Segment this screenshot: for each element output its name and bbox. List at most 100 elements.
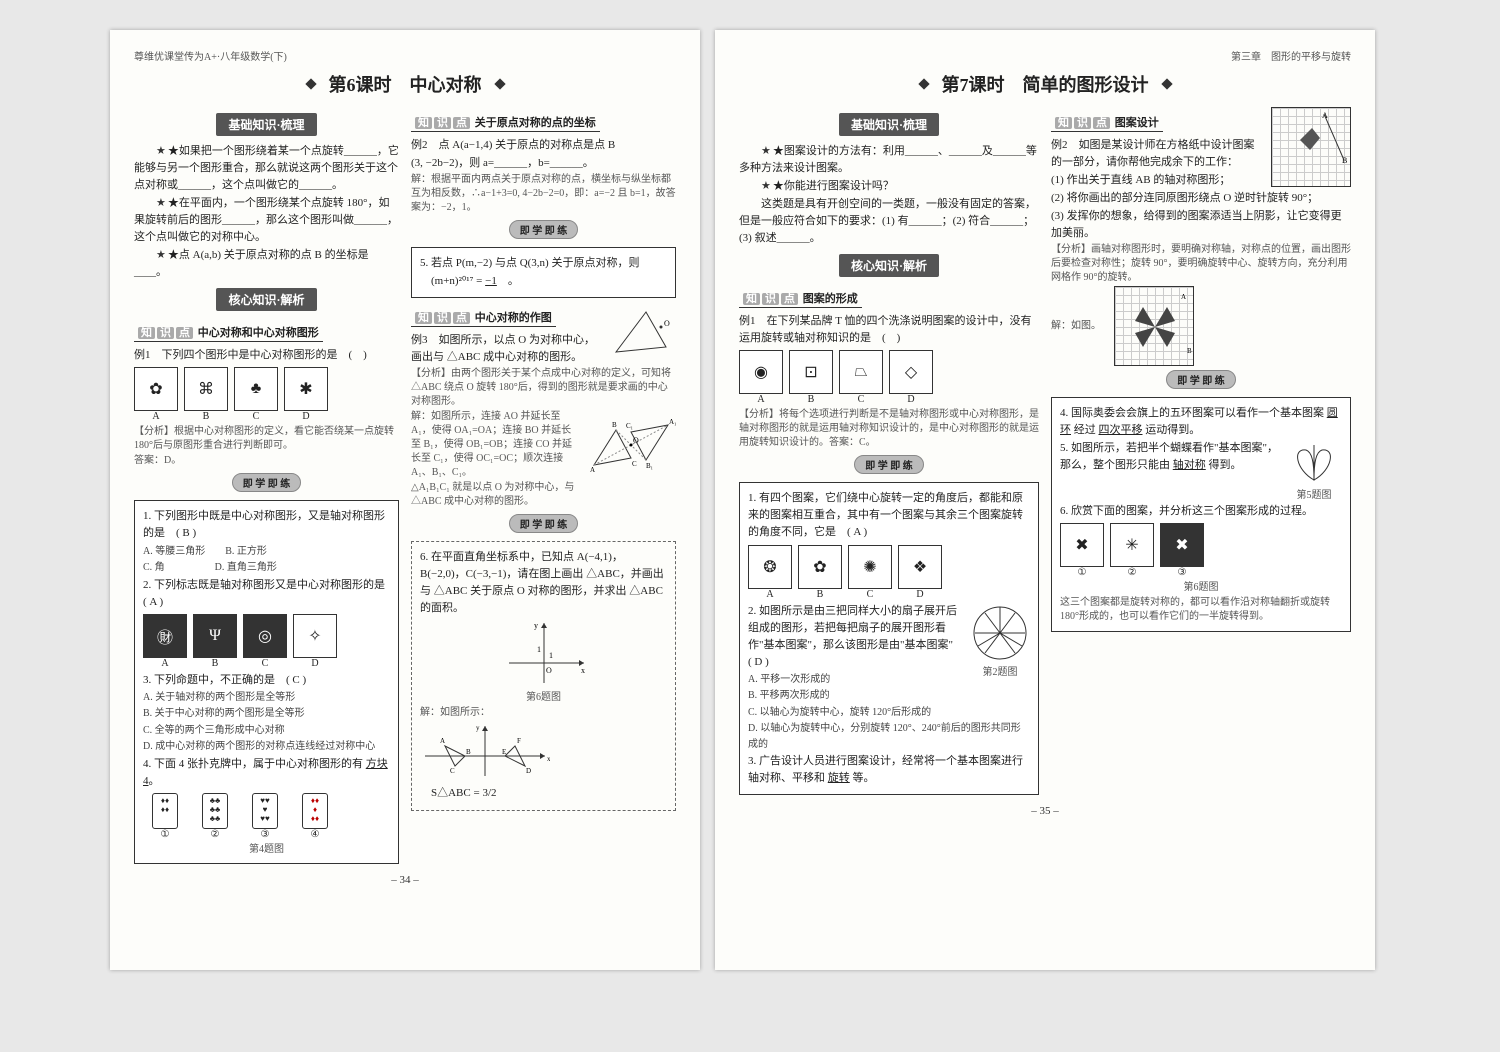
q4-caption: 第4题图 (143, 843, 390, 857)
running-head-right: 第三章 图形的平移与旋转 (739, 48, 1351, 63)
page-35: 第三章 图形的平移与旋转 第7课时 简单的图形设计 基础知识·梳理 ★图案设计的… (715, 30, 1375, 970)
svg-text:A₁: A₁ (669, 418, 676, 426)
q2-answer: ( A ) (143, 596, 163, 608)
practice-box-q5: 5. 若点 P(m,−2) 与点 Q(3,n) 关于原点对称，则 (m+n)²⁰… (411, 247, 676, 298)
practice-box-7a: 1. 有四个图案，它们绕中心旋转一定的角度后，都能和原来的图案相互重合，其中有一… (739, 482, 1039, 795)
ex1-7-figures: ◉A ⊡B ⏢C ◇D (739, 350, 1039, 405)
ex1-7-analysis: 【分析】将每个选项进行判断是不是轴对称图形或中心对称图形，是轴对称图形的就是运用… (739, 408, 1039, 450)
practice-ribbon-2: 即 学 即 练 (509, 220, 579, 239)
svg-text:D: D (526, 767, 531, 775)
ex2-head: 例2 点 A(a−1,4) 关于原点的对称点是点 B (411, 137, 676, 154)
q2-figures: ㊖A ΨB ◎C ✧D (143, 614, 390, 669)
page-number-35: – 35 – (739, 805, 1351, 817)
svg-text:F: F (517, 737, 521, 745)
q5-7-caption: 第5题图 (1286, 489, 1342, 503)
q5-7-answer: 轴对称 (1173, 459, 1206, 471)
q6-7-text: 6. 欣赏下面的图案，并分析这三个图案形成的过程。 (1060, 503, 1342, 520)
q5-7-figure: 第5题图 (1286, 440, 1342, 503)
page-number-34: – 34 – (134, 874, 676, 886)
svg-text:A: A (440, 737, 445, 745)
q6-caption: 第6题图 (420, 691, 667, 705)
svg-text:O: O (664, 319, 670, 328)
ex3-sol-2: △A₁B₁C₁ 就是以点 O 为对称中心，与 △ABC 成中心对称的图形。 (411, 481, 676, 509)
q2-text: 2. 下列标志既是轴对称图形又是中心对称图形的是 (143, 579, 385, 591)
ex2-7-sol: 解：如图。 (1051, 321, 1101, 332)
svg-text:1: 1 (537, 645, 541, 654)
svg-text:A: A (1181, 293, 1186, 301)
q1-7-figures: ❂A ✿B ✺C ❖D (748, 545, 1030, 600)
kp1-tag: 知识点 中心对称和中心对称图形 (134, 323, 323, 342)
ex2-body: (3, −2b−2)，则 a=______，b=______。 (411, 155, 676, 172)
page-34: 尊维优课堂传为A+·八年级数学(下) 第6课时 中心对称 基础知识·梳理 ★如果… (110, 30, 700, 970)
svg-text:A: A (590, 466, 595, 474)
svg-text:y: y (534, 621, 538, 630)
q6-7-figures: ✖① ✳② ✖③ (1060, 523, 1342, 578)
q3-text: 3. 下列命题中，不正确的是 (143, 674, 275, 686)
practice-box-1: 1. 下列图形中既是中心对称图形，又是轴对称图形的是 ( B ) A. 等腰三角… (134, 500, 399, 863)
ex3-figure: O (606, 302, 676, 365)
q3-answer: ( C ) (286, 674, 306, 686)
ex1-analysis: 【分析】根据中心对称图形的定义，看它能否绕某一点旋转180°后与原图形重合进行判… (134, 425, 399, 453)
svg-text:B₁: B₁ (646, 462, 653, 470)
q6-sol-head: 解：如图所示： (420, 706, 667, 720)
section-core-7: 核心知识·解析 (839, 254, 939, 277)
ex2-7-step2: (2) 将你画出的部分连同原图形绕点 O 逆时针旋转 90°； (1051, 190, 1351, 207)
ex3-solution-figure: O A B C A₁ B₁ C₁ (586, 410, 676, 483)
q4-text: 4. 下面 4 张扑克牌中，属于中心对称图形的有 (143, 758, 363, 770)
svg-text:O: O (633, 436, 639, 445)
q2-7-answer: ( D ) (748, 656, 769, 668)
lesson-6-title-text: 第6课时 中心对称 (329, 75, 482, 95)
p34-right-col: 知识点 关于原点对称的点的坐标 例2 点 A(a−1,4) 关于原点的对称点是点… (411, 107, 676, 868)
p34-left-col: 基础知识·梳理 ★如果把一个图形绕着某一个点旋转______，它能够与另一个图形… (134, 107, 399, 868)
practice-ribbon-1: 即 学 即 练 (232, 473, 302, 492)
ex1-answer: 答案：D。 (134, 454, 399, 468)
svg-text:x: x (547, 755, 550, 763)
q4-7-text: 4. 国际奥委会会旗上的五环图案可以看作一个基本图案 (1060, 407, 1324, 419)
svg-text:O: O (546, 666, 552, 675)
svg-text:C: C (632, 460, 637, 468)
q6-solution-figure: A B C F E D x y (420, 721, 667, 784)
q6-area: S△ABC = 3/2 (420, 785, 667, 802)
svg-text:C₁: C₁ (626, 422, 633, 430)
p7-basics-1: ★图案设计的方法有：利用______、______及______等多种方法来设计… (739, 143, 1039, 177)
lesson-7-title: 第7课时 简单的图形设计 (739, 71, 1351, 97)
svg-text:B: B (1187, 347, 1192, 355)
q1-answer: ( B ) (176, 527, 196, 539)
section-core: 核心知识·解析 (216, 288, 316, 311)
svg-text:C: C (450, 767, 455, 775)
q4-7-ans2: 四次平移 (1099, 424, 1143, 436)
p35-right-col: 知识点 图案设计 AB 例2 如图是某设计师在方格纸中设计图案的一部分，请你帮他… (1051, 107, 1351, 799)
practice-ribbon-3: 即 学 即 练 (509, 514, 579, 533)
example-1: 例1 下列四个图形中是中心对称图形的是 ( ) (134, 347, 399, 364)
q3-7-text: 3. 广告设计人员进行图案设计，经常将一个基本图案进行轴对称、平移和 (748, 755, 1023, 784)
practice-ribbon-7a: 即 学 即 练 (854, 455, 924, 474)
q2-7-caption: 第2题图 (970, 666, 1030, 680)
basics-p3: ★点 A(a,b) 关于原点对称的点 B 的坐标是____。 (134, 247, 399, 281)
lesson-7-title-text: 第7课时 简单的图形设计 (942, 75, 1149, 95)
section-basics-7: 基础知识·梳理 (839, 113, 939, 136)
svg-text:E: E (502, 748, 506, 756)
section-basics: 基础知识·梳理 (216, 113, 316, 136)
kp3-tag: 知识点 中心对称的作图 (411, 308, 556, 327)
svg-text:y: y (476, 724, 480, 732)
kp2-tag-7: 知识点 图案设计 (1051, 113, 1163, 132)
svg-text:B: B (466, 748, 471, 756)
q6-text: 6. 在平面直角坐标系中，已知点 A(−4,1)，B(−2,0)，C(−3,−1… (420, 549, 667, 617)
svg-text:B: B (612, 421, 617, 429)
q4-cards: ♦♦♦♦① ♣♣♣♣♣♣② ♥♥♥♥♥③ ♦♦♦♦♦④ (143, 793, 390, 840)
basics-p2: ★在平面内，一个图形绕某个点旋转 180°，如果旋转前后的图形______，那么… (134, 195, 399, 246)
q6-7-solution: 这三个图案都是旋转对称的，都可以看作沿对称轴翻折或旋转 180°形成的，也可以看… (1060, 596, 1342, 624)
ex2-7-analysis: 【分析】画轴对称图形时，要明确对称轴，对称点的位置，画出图形后要检查对称性；旋转… (1051, 243, 1351, 285)
running-head-left: 尊维优课堂传为A+·八年级数学(下) (134, 48, 676, 63)
ex2-7-grid-figure: AB (1271, 107, 1351, 187)
basics-p1: ★如果把一个图形绕着某一个点旋转______，它能够与另一个图形重合，那么就说这… (134, 143, 399, 194)
q5-answer: −1 (485, 275, 497, 287)
svg-text:1: 1 (549, 651, 553, 660)
page-34-columns: 基础知识·梳理 ★如果把一个图形绕着某一个点旋转______，它能够与另一个图形… (134, 107, 676, 868)
ex1-figures: ✿A ⌘B ♣C ✱D (134, 367, 399, 422)
p35-left-col: 基础知识·梳理 ★图案设计的方法有：利用______、______及______… (739, 107, 1039, 799)
ex1-7: 例1 在下列某品牌 T 恤的四个洗涤说明图案的设计中，没有运用旋转或轴对称知识的… (739, 313, 1039, 347)
lesson-6-title: 第6课时 中心对称 (134, 71, 676, 97)
page-35-columns: 基础知识·梳理 ★图案设计的方法有：利用______、______及______… (739, 107, 1351, 799)
q6-7-caption: 第6题图 (1060, 581, 1342, 595)
